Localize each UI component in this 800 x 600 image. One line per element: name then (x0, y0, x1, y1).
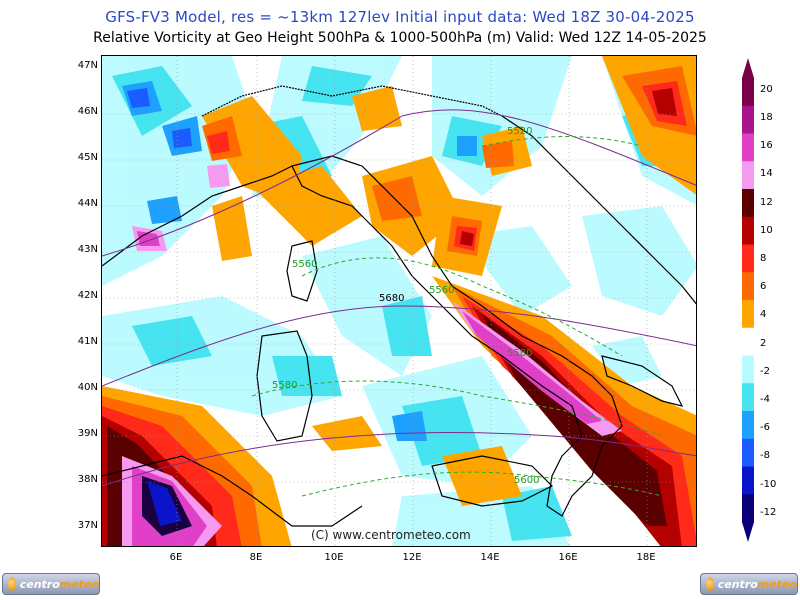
lat-label: 47N (77, 60, 98, 71)
colorbar-label: 12 (760, 197, 773, 208)
lon-label: 16E (558, 552, 578, 563)
colorbar-swatch (742, 244, 754, 273)
logo-icon (8, 577, 16, 591)
centrometeo-logo-right[interactable]: centrometeo (700, 573, 798, 595)
lat-label: 38N (77, 474, 98, 485)
colorbar-swatch (742, 466, 754, 495)
colorbar-label: -12 (760, 507, 777, 518)
contour-label: 5560 (429, 285, 454, 296)
map-subtitle: Relative Vorticity at Geo Height 500hPa … (93, 30, 707, 46)
colorbar-swatch (742, 133, 754, 162)
colorbar-label: -10 (760, 479, 777, 490)
logo-icon (706, 577, 714, 591)
colorbar-label: 18 (760, 112, 773, 123)
colorbar-label: 14 (760, 168, 773, 179)
colorbar-swatch (742, 189, 754, 218)
colorbar-swatch (742, 327, 754, 356)
colorbar-label: -8 (760, 450, 770, 461)
colorbar-top-arrow (742, 58, 754, 78)
thickness-label: 5680 (379, 293, 404, 304)
lon-label: 6E (169, 552, 183, 563)
copyright-text: (C) www.centrometeo.com (311, 528, 471, 542)
lat-label: 40N (77, 382, 98, 393)
colorbar-swatch (742, 161, 754, 190)
colorbar-swatch (742, 438, 754, 467)
colorbar-swatch (742, 411, 754, 440)
lon-label: 10E (324, 552, 344, 563)
lat-label: 46N (77, 106, 98, 117)
colorbar-swatch (742, 216, 754, 245)
colorbar-swatch (742, 494, 754, 523)
centrometeo-logo-left[interactable]: centrometeo (2, 573, 100, 595)
lat-label: 42N (77, 290, 98, 301)
lat-label: 39N (77, 428, 98, 439)
colorbar-label: 8 (760, 253, 767, 264)
lon-label: 14E (480, 552, 500, 563)
colorbar-label: -2 (760, 366, 770, 377)
colorbar-swatch (742, 355, 754, 384)
colorbar-label: 16 (760, 140, 773, 151)
vorticity-map: 5520 5560 5560 5580 5580 5600 5680 (101, 55, 697, 547)
contour-label: 5560 (292, 259, 317, 270)
colorbar-label: 2 (760, 338, 767, 349)
colorbar-label: 20 (760, 84, 773, 95)
colorbar-label: -6 (760, 422, 770, 433)
colorbar-swatch (742, 272, 754, 301)
lon-label: 18E (636, 552, 656, 563)
colorbar-swatch (742, 300, 754, 329)
colorbar-canvas (742, 58, 754, 542)
map-title: GFS-FV3 Model, res = ~13km 127lev Initia… (105, 8, 695, 26)
colorbar-label: 6 (760, 281, 767, 292)
lat-label: 41N (77, 336, 98, 347)
colorbar-label: -4 (760, 394, 770, 405)
contour-label: 5580 (507, 348, 532, 359)
lat-label: 45N (77, 152, 98, 163)
colorbar (742, 58, 754, 542)
lat-label: 44N (77, 198, 98, 209)
colorbar-label: 4 (760, 309, 767, 320)
colorbar-swatch (742, 78, 754, 107)
colorbar-label: 10 (760, 225, 773, 236)
contour-label: 5600 (514, 475, 539, 486)
colorbar-swatch (742, 105, 754, 134)
lon-label: 12E (402, 552, 422, 563)
contour-label: 5520 (507, 126, 532, 137)
lat-label: 37N (77, 520, 98, 531)
logo-text: centrometeo (19, 577, 99, 591)
logo-text: centrometeo (717, 577, 797, 591)
colorbar-swatch (742, 383, 754, 412)
lon-label: 8E (249, 552, 263, 563)
lat-label: 43N (77, 244, 98, 255)
contour-label: 5580 (272, 380, 297, 391)
colorbar-bottom-arrow (742, 522, 754, 542)
map-canvas: 5520 5560 5560 5580 5580 5600 5680 (102, 56, 696, 546)
